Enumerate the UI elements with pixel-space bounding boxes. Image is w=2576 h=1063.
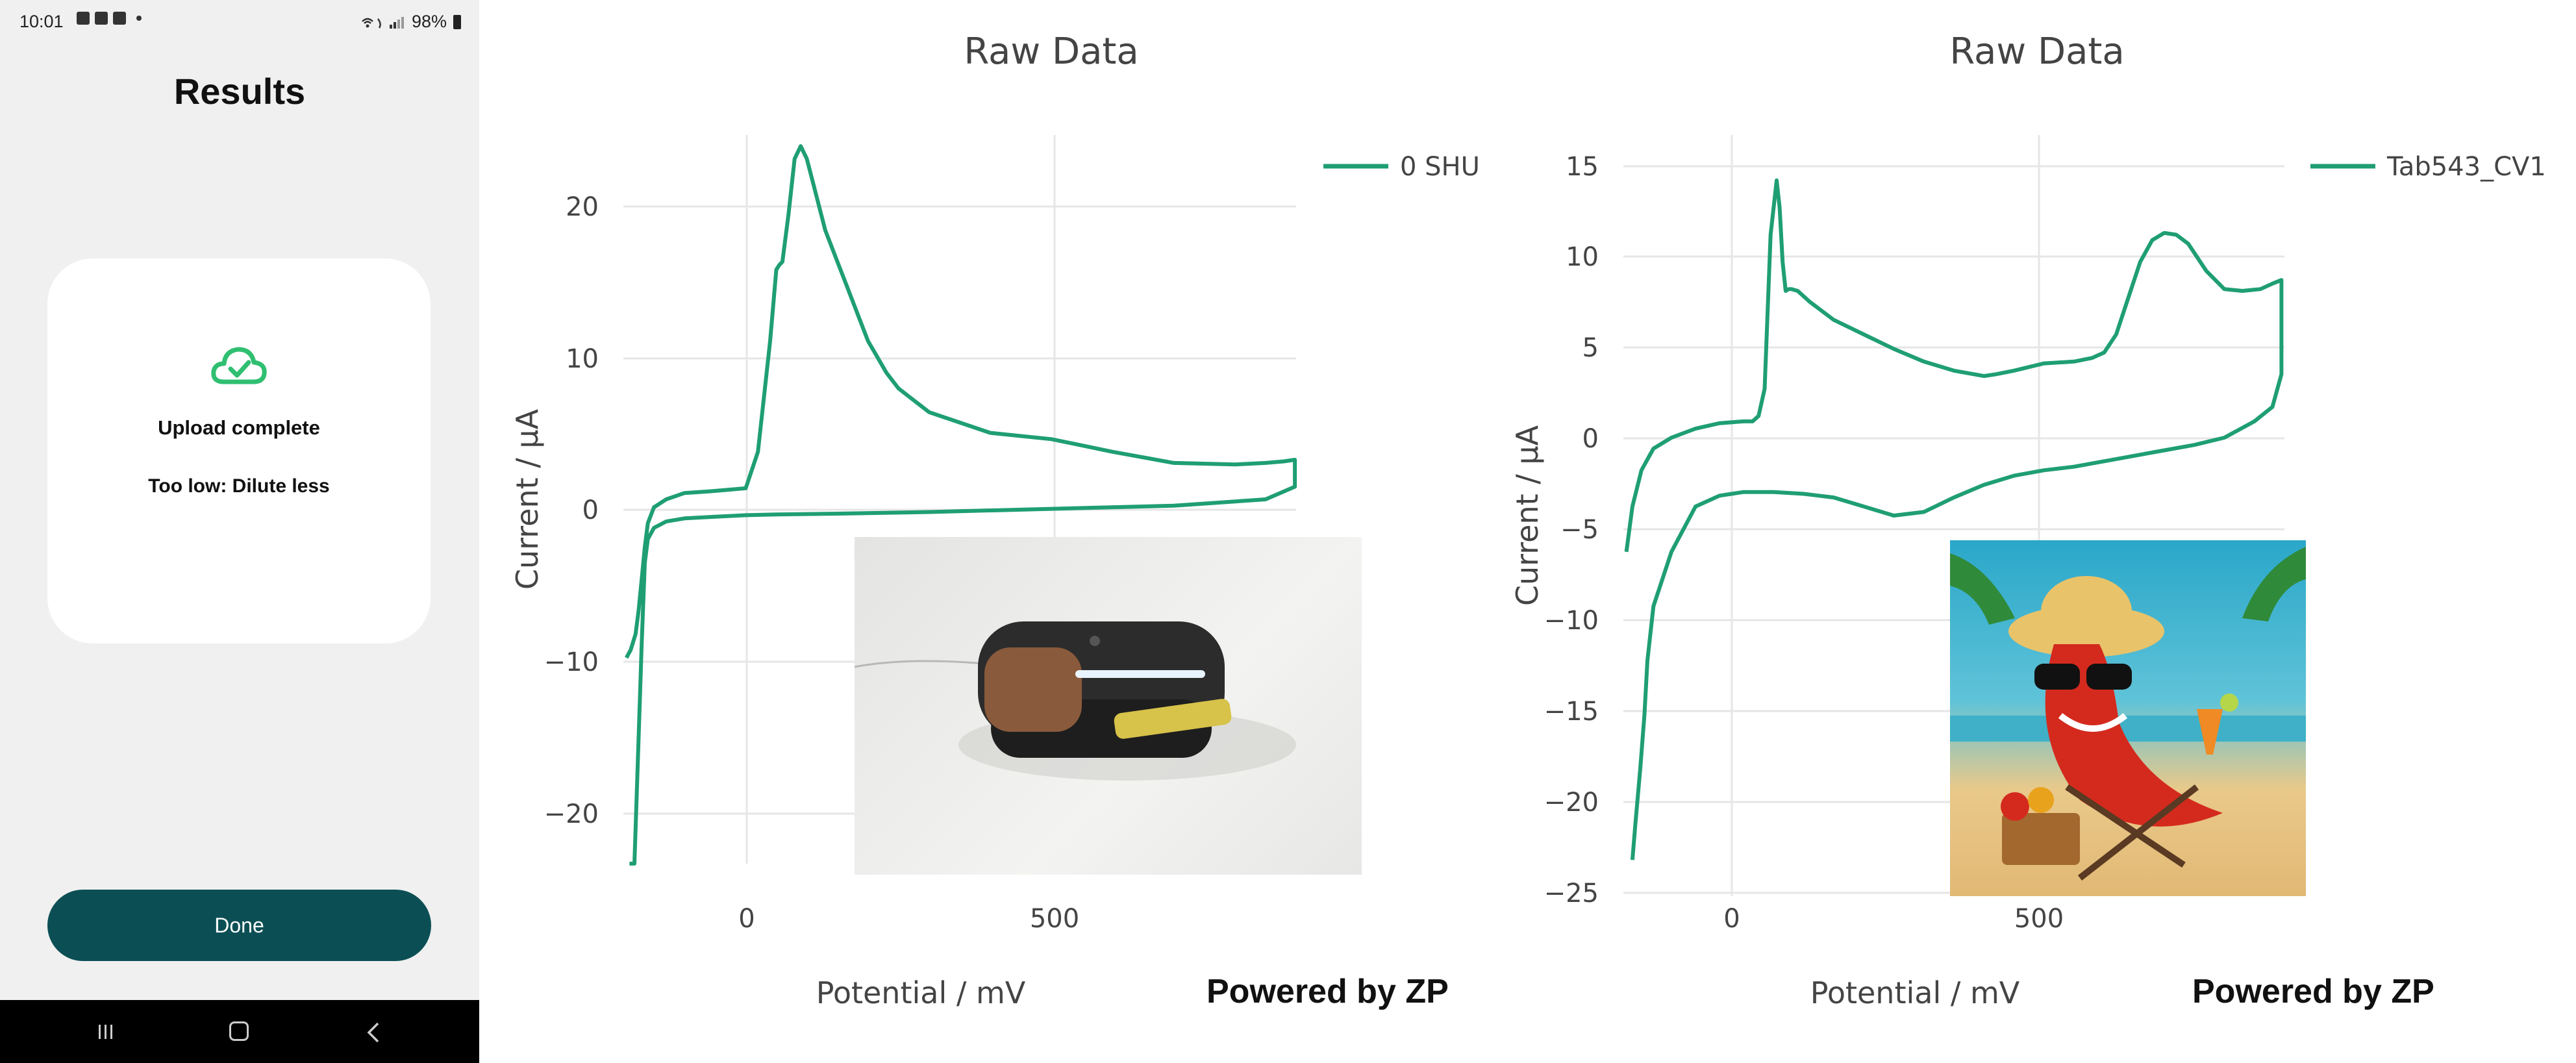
upload-status: Upload complete	[158, 416, 320, 439]
y-axis-label: Current / µA	[510, 408, 545, 590]
chili-pepper-image	[1950, 540, 2306, 896]
x-tick-label: 500	[1030, 904, 1079, 934]
chart-title: Raw Data	[1949, 31, 2124, 73]
data-series-line	[625, 144, 1297, 866]
y-tick-label: −25	[1544, 879, 1599, 908]
y-tick-label: −5	[1560, 515, 1599, 545]
cloud-check-icon	[211, 347, 267, 384]
data-series-line	[1624, 178, 2284, 860]
check-icon	[95, 12, 108, 25]
chart-svg: Raw Data 20 10 0 −10 −20 0 500 Potential / mV Cur…	[510, 31, 1479, 1010]
notification-icons	[77, 12, 142, 25]
x-tick-label: 500	[2014, 904, 2064, 934]
navigation-bar	[0, 1000, 479, 1063]
page-title: Results	[173, 71, 306, 112]
x-axis-label: Potential / mV	[1810, 975, 2020, 1010]
y-tick-label: 20	[566, 192, 599, 222]
result-message: Too low: Dilute less	[148, 475, 330, 497]
y-tick-label: −20	[544, 799, 599, 829]
chart-svg: Raw Data 15 10 5 0 −5 −10 −15 −20 −25 0 500 Potentia…	[1510, 31, 2546, 1010]
raw-data-chart-1: Raw Data 20 10 0 −10 −20 0 500 Potential / mV Cur…	[479, 0, 1479, 1063]
back-icon[interactable]	[364, 1021, 383, 1044]
battery-icon	[453, 14, 461, 29]
legend-entry: 0 SHU_	[1400, 152, 1479, 182]
powered-by-label: Powered by ZP	[2192, 973, 2434, 1010]
y-tick-label: −10	[1544, 606, 1599, 636]
battery-level: 98%	[411, 12, 447, 31]
y-tick-label: 15	[1566, 152, 1599, 182]
result-card: Upload complete Too low: Dilute less	[47, 258, 431, 644]
y-tick-label: −10	[544, 647, 599, 677]
phone-screen: 10:01 98% Results Upload complete Too	[0, 0, 479, 1063]
y-tick-label: 0	[1582, 424, 1599, 454]
recents-icon[interactable]	[96, 1022, 116, 1042]
system-icons: 98%	[360, 12, 461, 32]
wifi-signal-icon	[362, 16, 404, 29]
status-time: 10:01	[19, 12, 64, 31]
y-tick-label: 10	[1566, 242, 1599, 272]
x-tick-label: 0	[1723, 904, 1740, 934]
status-bar: 10:01 98%	[0, 0, 479, 43]
y-tick-label: 0	[582, 495, 599, 525]
raw-data-chart-2: Raw Data 15 10 5 0 −5 −10 −15 −20 −25 0 500 Potentia…	[1479, 0, 2576, 1063]
chart-title: Raw Data	[964, 31, 1138, 73]
home-icon[interactable]	[229, 1021, 249, 1041]
done-button[interactable]: Done	[47, 890, 431, 961]
y-tick-label: 5	[1582, 333, 1599, 363]
gallery-icon	[77, 12, 90, 25]
y-tick-label: −20	[1544, 788, 1599, 818]
app-icon	[113, 12, 126, 25]
legend-entry: Tab543_CV1	[2386, 152, 2546, 182]
powered-by-label: Powered by ZP	[1207, 973, 1449, 1010]
y-tick-label: −15	[1544, 697, 1599, 727]
more-dot-icon	[136, 16, 142, 21]
y-axis-label: Current / µA	[1510, 425, 1545, 606]
y-tick-label: 10	[566, 344, 599, 374]
x-tick-label: 0	[738, 904, 755, 934]
device-photo	[855, 537, 1362, 875]
x-axis-label: Potential / mV	[816, 975, 1026, 1010]
